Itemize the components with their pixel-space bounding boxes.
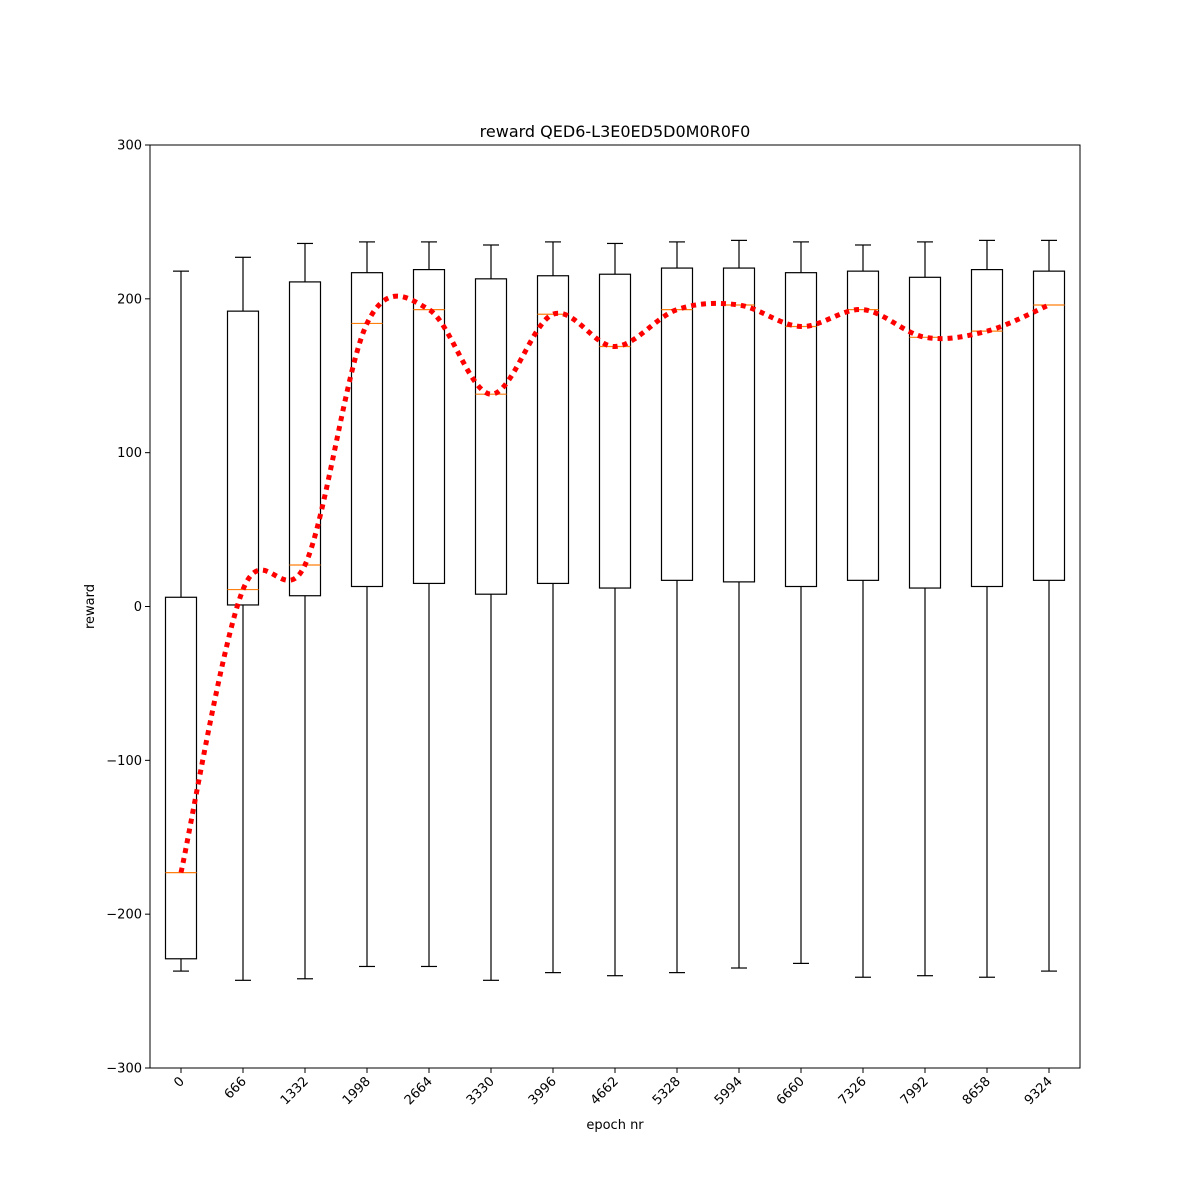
box-5328 <box>660 241 694 974</box>
box-body <box>474 278 508 595</box>
x-tick-label: 5994 <box>712 1074 746 1108</box>
x-axis-title: epoch nr <box>586 1118 644 1133</box>
box-8658 <box>970 239 1004 978</box>
box-body <box>598 273 632 589</box>
y-tick-label: 200 <box>117 292 142 307</box>
box-5994 <box>722 239 756 969</box>
x-tick-label: 6660 <box>774 1074 808 1108</box>
x-tick-label: 5328 <box>650 1074 684 1108</box>
y-tick-label: −300 <box>106 1062 142 1077</box>
box-2664 <box>412 241 446 968</box>
x-tick-label: 3330 <box>464 1074 498 1108</box>
box-body <box>350 272 384 588</box>
box-4662 <box>598 242 632 977</box>
x-tick-label: 7326 <box>836 1074 870 1108</box>
box-3996 <box>536 241 570 974</box>
x-axis: 0 666 1332 1998 2664 3330 3996 4662 5328 5994 6660… <box>171 1068 1056 1108</box>
box-body <box>288 281 322 597</box>
box-body <box>1032 270 1066 581</box>
y-tick-label: 300 <box>117 139 142 154</box>
y-tick-label: 0 <box>134 600 142 615</box>
box-body <box>908 276 942 589</box>
y-tick-label: −100 <box>106 754 142 769</box>
y-axis: −300 −200 −100 0 100 200 300 <box>106 139 150 1077</box>
boxes-group <box>164 239 1066 981</box>
box-7326 <box>846 244 880 978</box>
box-body <box>226 310 260 606</box>
x-tick-label: 0 <box>171 1074 187 1090</box>
box-body <box>164 596 198 960</box>
y-axis-title: reward <box>83 584 98 629</box>
y-tick-label: 100 <box>117 446 142 461</box>
box-body <box>784 272 818 588</box>
box-1998 <box>350 241 384 968</box>
box-6660 <box>784 241 818 964</box>
x-tick-label: 7992 <box>898 1074 932 1108</box>
median-trend-line <box>178 293 1050 874</box>
box-body <box>536 275 570 585</box>
x-tick-label: 9324 <box>1022 1074 1056 1108</box>
x-tick-label: 2664 <box>402 1074 436 1108</box>
chart-title: reward QED6-L3E0ED5D0M0R0F0 <box>480 122 751 141</box>
box-7992 <box>908 241 942 977</box>
x-tick-label: 1998 <box>340 1074 374 1108</box>
box-1332 <box>288 242 322 980</box>
box-body <box>722 267 756 583</box>
box-0 <box>164 270 198 972</box>
box-9324 <box>1032 239 1066 972</box>
x-tick-label: 666 <box>222 1074 250 1102</box>
box-body <box>660 267 694 581</box>
x-tick-label: 3996 <box>526 1074 560 1108</box>
box-body <box>846 270 880 581</box>
box-body <box>412 269 446 585</box>
y-tick-label: −200 <box>106 908 142 923</box>
box-body <box>970 269 1004 588</box>
x-tick-label: 8658 <box>960 1074 994 1108</box>
box-3330 <box>474 244 508 981</box>
x-tick-label: 1332 <box>278 1074 312 1108</box>
x-tick-label: 4662 <box>588 1074 622 1108</box>
box-666 <box>226 256 260 981</box>
